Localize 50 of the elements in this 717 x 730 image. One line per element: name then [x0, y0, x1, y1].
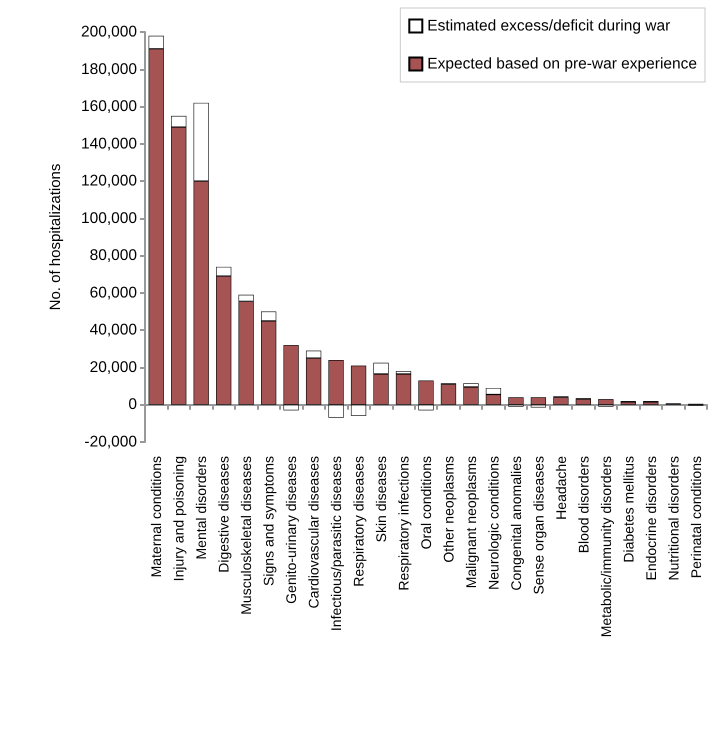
bar [576, 399, 592, 405]
x-tick-label: Signs and symptoms [260, 456, 277, 586]
x-tick-label: Respiratory infections [396, 456, 412, 591]
x-tick-label: Mental disorders [193, 456, 210, 560]
x-tick-label: Cardiovascular diseases [306, 456, 322, 609]
y-tick-label: -20,000 [84, 434, 138, 450]
legend-label: Expected based on pre-war experience [427, 56, 698, 72]
x-tick-label: Malignant neoplasms [462, 456, 479, 588]
y-tick-label: 60,000 [90, 284, 138, 302]
y-tick-label: 20,000 [90, 358, 138, 376]
x-tick-label: Headache [552, 456, 569, 520]
x-tick-label: Congenital anomalies [508, 456, 524, 591]
x-tick-label: Diabetes mellitus [620, 456, 636, 563]
bar [553, 397, 569, 405]
bar [463, 387, 479, 405]
x-tick-label: Endocrine disorders [642, 456, 659, 581]
x-tick-label: Skin diseases [373, 456, 390, 542]
y-tick-label: 40,000 [90, 322, 138, 339]
y-tick-label: 200,000 [80, 24, 138, 40]
y-tick-label: 80,000 [90, 247, 138, 264]
bar [396, 374, 412, 405]
legend-label: Estimated excess/deficit during war [427, 18, 670, 34]
x-tick-label: Perinatal conditions [688, 456, 704, 578]
y-tick-label: 160,000 [80, 98, 138, 116]
x-tick-label: Oral conditions [418, 456, 434, 550]
y-tick-label: 140,000 [80, 135, 138, 152]
y-tick-label: 0 [128, 396, 138, 414]
x-tick-label: Neurologic conditions [485, 456, 502, 590]
bar [530, 397, 546, 405]
x-tick-label: Respiratory diseases [350, 456, 367, 587]
x-tick-label: Metabolic/immunity disorders [598, 456, 614, 638]
y-tick-label: 100,000 [80, 210, 138, 227]
x-tick-label: Genito-urinary diseases [283, 456, 300, 604]
x-tick-label: Musculoskeletal diseases [238, 456, 254, 615]
x-tick-label: Infectious/parasitic diseases [328, 456, 344, 632]
bar [643, 402, 658, 405]
x-tick-label: Other neoplasms [440, 456, 456, 563]
x-tick-label: Digestive diseases [216, 456, 232, 573]
x-tick-label: Maternal conditions [148, 456, 164, 578]
y-tick-label: 120,000 [80, 172, 138, 190]
bar [620, 402, 636, 405]
y-tick-label: 180,000 [80, 60, 138, 78]
y-axis-title: No. of hospitalizations [47, 164, 64, 310]
bar [508, 397, 524, 405]
x-tick-label: Injury and poisoning [170, 456, 187, 582]
bar [440, 384, 456, 405]
bar [598, 399, 614, 405]
x-tick-label: Nutritional disorders [665, 456, 682, 580]
x-tick-label: Blood disorders [575, 456, 592, 554]
x-tick-label: Sense organ diseases [530, 456, 546, 595]
